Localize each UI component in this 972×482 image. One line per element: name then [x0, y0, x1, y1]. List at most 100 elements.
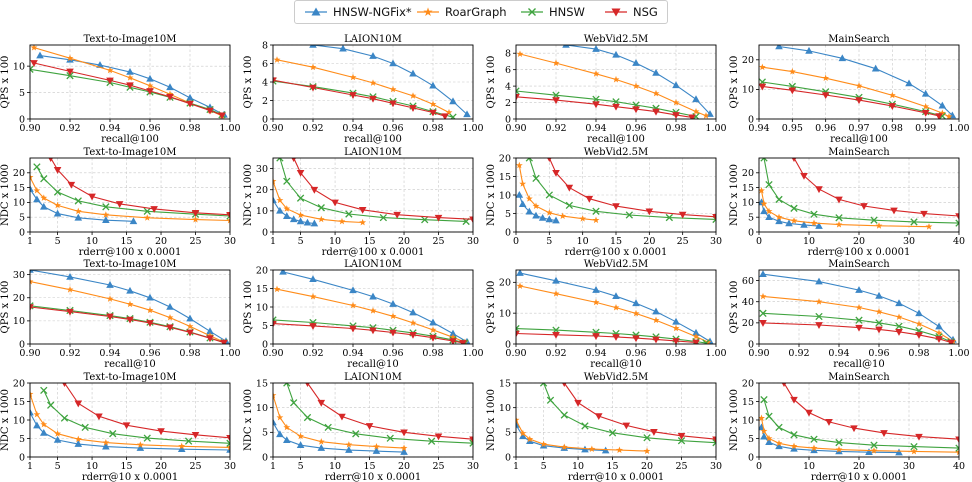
x-tick-label: 5: [55, 236, 61, 247]
x-tick-label: 0.90: [19, 348, 40, 359]
y-tick-label: 10: [742, 415, 754, 426]
marker-star: [632, 82, 640, 90]
x-tick-label: 40: [953, 236, 965, 247]
marker-star: [588, 445, 596, 453]
marker-triangle-down: [186, 329, 194, 337]
marker-triangle-down: [429, 109, 437, 117]
marker-triangle-up: [30, 408, 34, 416]
x-tick-label: 0.94: [748, 123, 769, 134]
y-tick-label: 15: [256, 378, 268, 389]
x-tick-label: 0: [513, 236, 519, 247]
y-tick-label: 10: [256, 302, 268, 313]
marker-triangle-down: [331, 199, 339, 207]
x-tick-label: 15: [364, 461, 376, 472]
x-tick-label: 0.98: [179, 348, 200, 359]
marker-x: [612, 98, 620, 106]
series-line-nsg: [273, 79, 446, 117]
marker-triangle-up: [146, 74, 154, 82]
x-tick-label: 30: [710, 236, 722, 247]
marker-triangle-down: [552, 170, 560, 177]
marker-triangle-up: [652, 68, 660, 76]
x-axis-label: rderr@100 x 0.0001: [565, 247, 668, 258]
marker-star: [516, 161, 523, 169]
marker-triangle-down: [369, 327, 377, 335]
y-tick-label: 60: [742, 276, 754, 287]
marker-triangle-up: [810, 446, 818, 454]
marker-x: [546, 396, 555, 404]
y-tick-label: 0: [19, 339, 25, 350]
y-tick-label: 0: [19, 227, 25, 238]
subplot-title: WebVid2.5M: [584, 372, 649, 383]
y-tick-label: 8: [505, 49, 511, 60]
x-axis-label: recall@10: [590, 359, 641, 370]
marker-triangle-down: [632, 106, 640, 114]
marker-triangle-down: [106, 77, 114, 85]
marker-star: [317, 438, 325, 445]
marker-triangle-up: [186, 314, 194, 322]
marker-star: [612, 304, 620, 311]
marker-star: [616, 446, 623, 454]
marker-triangle-down: [393, 211, 401, 219]
subplot-title: Text-to-Image10M: [84, 372, 177, 383]
marker-star: [409, 92, 417, 99]
marker-triangle-up: [166, 83, 174, 91]
x-tick-label: 10: [577, 236, 589, 247]
marker-star: [815, 298, 823, 305]
marker-triangle-down: [146, 88, 154, 95]
marker-x: [290, 399, 298, 407]
marker-triangle-down: [612, 334, 620, 341]
marker-x: [855, 316, 863, 324]
series-line-hnsw: [36, 166, 230, 217]
subplot-4: 0.94 0.95 0.96 0.97 0.98 0.99 1.00 0 10 20 MainSea…: [729, 34, 970, 145]
subplot-8: 0 10 20 30 40 0 5 10 15 20 MainSearch rderr@100 x 0…: [729, 147, 965, 258]
marker-triangle-down: [459, 340, 467, 344]
y-axis-label: QPS x 100: [243, 281, 254, 334]
series-line-nsg: [30, 306, 225, 344]
marker-star: [349, 301, 357, 309]
y-tick-label: 8: [262, 40, 268, 51]
marker-triangle-down: [365, 423, 374, 430]
marker-triangle-down: [305, 383, 310, 387]
marker-triangle-down: [449, 338, 457, 344]
y-tick-label: 0: [262, 114, 268, 125]
y-tick-label: 5: [505, 209, 511, 220]
marker-star: [870, 447, 878, 454]
marker-star: [835, 221, 843, 228]
y-tick-label: 0: [505, 227, 511, 238]
x-tick-label: 1.00: [219, 123, 240, 134]
x-tick-label: 1.00: [948, 348, 969, 359]
marker-triangle-up: [672, 81, 680, 89]
marker-star: [192, 215, 199, 223]
marker-triangle-down: [835, 196, 843, 204]
subplot-12: 0.90 0.92 0.94 0.96 0.98 1.00 0 20 40 60 MainSearc…: [729, 259, 970, 370]
series-line-nsg: [783, 383, 959, 440]
series-layer: [273, 270, 471, 344]
marker-star: [760, 427, 768, 435]
marker-triangle-up: [309, 275, 317, 283]
marker-triangle-up: [310, 219, 319, 227]
y-tick-label: 0: [505, 114, 511, 125]
marker-triangle-up: [765, 438, 773, 445]
marker-x: [712, 215, 716, 224]
x-tick-label: 10: [803, 236, 815, 247]
marker-triangle-down: [66, 68, 74, 76]
x-tick-label: 0.95: [782, 123, 803, 134]
y-tick-label: 10: [13, 61, 25, 72]
marker-triangle-down: [552, 331, 560, 339]
y-tick-label: 10: [256, 206, 268, 217]
marker-star: [935, 329, 943, 336]
series-layer: [516, 158, 716, 224]
marker-star: [592, 216, 600, 224]
marker-x: [33, 163, 41, 171]
marker-triangle-down: [805, 409, 813, 417]
marker-star: [692, 108, 700, 115]
marker-triangle-up: [775, 442, 783, 450]
marker-x: [60, 414, 69, 422]
marker-triangle-up: [429, 318, 437, 326]
legend-triangle-down-icon: [605, 8, 627, 17]
marker-x: [625, 211, 633, 219]
marker-x: [109, 430, 117, 438]
subplot-1: 0.90 0.92 0.94 0.96 0.98 1.00 0 5 10 Text-to-Imag…: [0, 34, 241, 145]
y-tick-label: 20: [13, 168, 25, 179]
x-tick-label: 0.98: [422, 123, 443, 134]
